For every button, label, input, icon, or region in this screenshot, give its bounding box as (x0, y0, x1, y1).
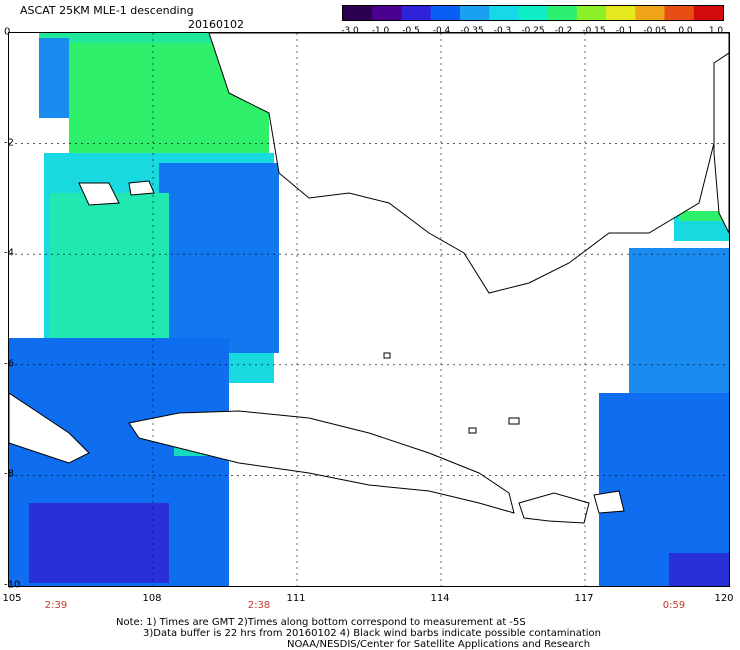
landmasses (9, 33, 729, 524)
small-island (508, 417, 520, 425)
colorbar-segment (606, 6, 636, 20)
colorbar-tick-label: -0.25 (521, 26, 545, 36)
colorbar-segment (489, 6, 519, 20)
colorbar-tick-label: -0.3 (493, 26, 512, 36)
java-island (128, 410, 515, 514)
swath-left-mid-blue (159, 163, 279, 353)
swath-right-mid (629, 248, 729, 408)
footnote-line1: Note: 1) Times are GMT 2)Times along bot… (116, 617, 526, 628)
lombok-island (593, 490, 625, 514)
colorbar-segment (401, 6, 432, 20)
pass-time-label: 2:38 (247, 600, 271, 611)
swath-right-top-green (679, 211, 729, 221)
longitude-label: 120 (714, 593, 734, 604)
colorbar (342, 5, 724, 21)
longitude-label: 108 (142, 593, 162, 604)
colorbar-tick-label: -0.5 (402, 26, 420, 36)
map-panel (8, 32, 730, 587)
swath-right-bottom-dark (669, 553, 729, 586)
chart-title: ASCAT 25KM MLE-1 descending (20, 4, 194, 17)
colorbar-tick-label: -0.15 (582, 26, 606, 36)
colorbar-segment (372, 6, 402, 20)
small-island (383, 352, 391, 359)
swath-left-bottom-dark (29, 503, 169, 583)
map-canvas (9, 33, 729, 586)
pass-time-label: 2:39 (44, 600, 68, 611)
colorbar-tick-label: 1.0 (708, 26, 724, 36)
colorbar-tick-label: -0.35 (460, 26, 484, 36)
small-island (468, 427, 477, 434)
colorbar-tick-label: -1.0 (371, 26, 390, 36)
colorbar-segment (693, 6, 723, 20)
colorbar-segment (635, 6, 665, 20)
longitude-label: 117 (574, 593, 594, 604)
pass-time-label: 0:59 (662, 600, 686, 611)
sumatra-island (9, 392, 90, 464)
colorbar-segment (664, 6, 695, 20)
colorbar-tick-label: 0.0 (678, 26, 693, 36)
lat-lon-grid (9, 33, 729, 586)
latitude-label: -2 (4, 137, 14, 149)
longitude-label: 114 (430, 593, 450, 604)
swath-left-top-blue (39, 38, 69, 118)
latitude-label: -6 (4, 358, 14, 370)
colorbar-segment (343, 6, 373, 20)
colorbar-segment (430, 6, 461, 20)
colorbar-tick-label: -3.0 (341, 26, 359, 36)
credit-line: NOAA/NESDIS/Center for Satellite Applica… (287, 639, 591, 650)
colorbar-segment (576, 6, 607, 20)
colorbar-segment (459, 6, 490, 20)
colorbar-gradient (343, 6, 723, 20)
footnote-line2: 3)Data buffer is 22 hrs from 20160102 4)… (143, 628, 601, 639)
colorbar-tick-label: -0.05 (643, 26, 667, 36)
colorbar-segment (547, 6, 578, 20)
belitung-island (128, 180, 155, 196)
latitude-label: 0 (4, 26, 11, 38)
latitude-label: -8 (4, 468, 14, 480)
colorbar-segment (518, 6, 549, 20)
latitude-label: -4 (4, 247, 14, 259)
sulawesi-island (713, 52, 729, 234)
latitude-label: -10 (4, 579, 21, 591)
bangka-island (78, 182, 120, 206)
longitude-label: 111 (286, 593, 306, 604)
longitude-label: 105 (2, 593, 22, 604)
colorbar-tick-label: -0.4 (432, 26, 451, 36)
chart-date: 20160102 (188, 18, 244, 31)
colorbar-tick-label: -0.2 (554, 26, 573, 36)
colorbar-tick-label: -0.1 (615, 26, 634, 36)
bali-island (518, 492, 590, 524)
